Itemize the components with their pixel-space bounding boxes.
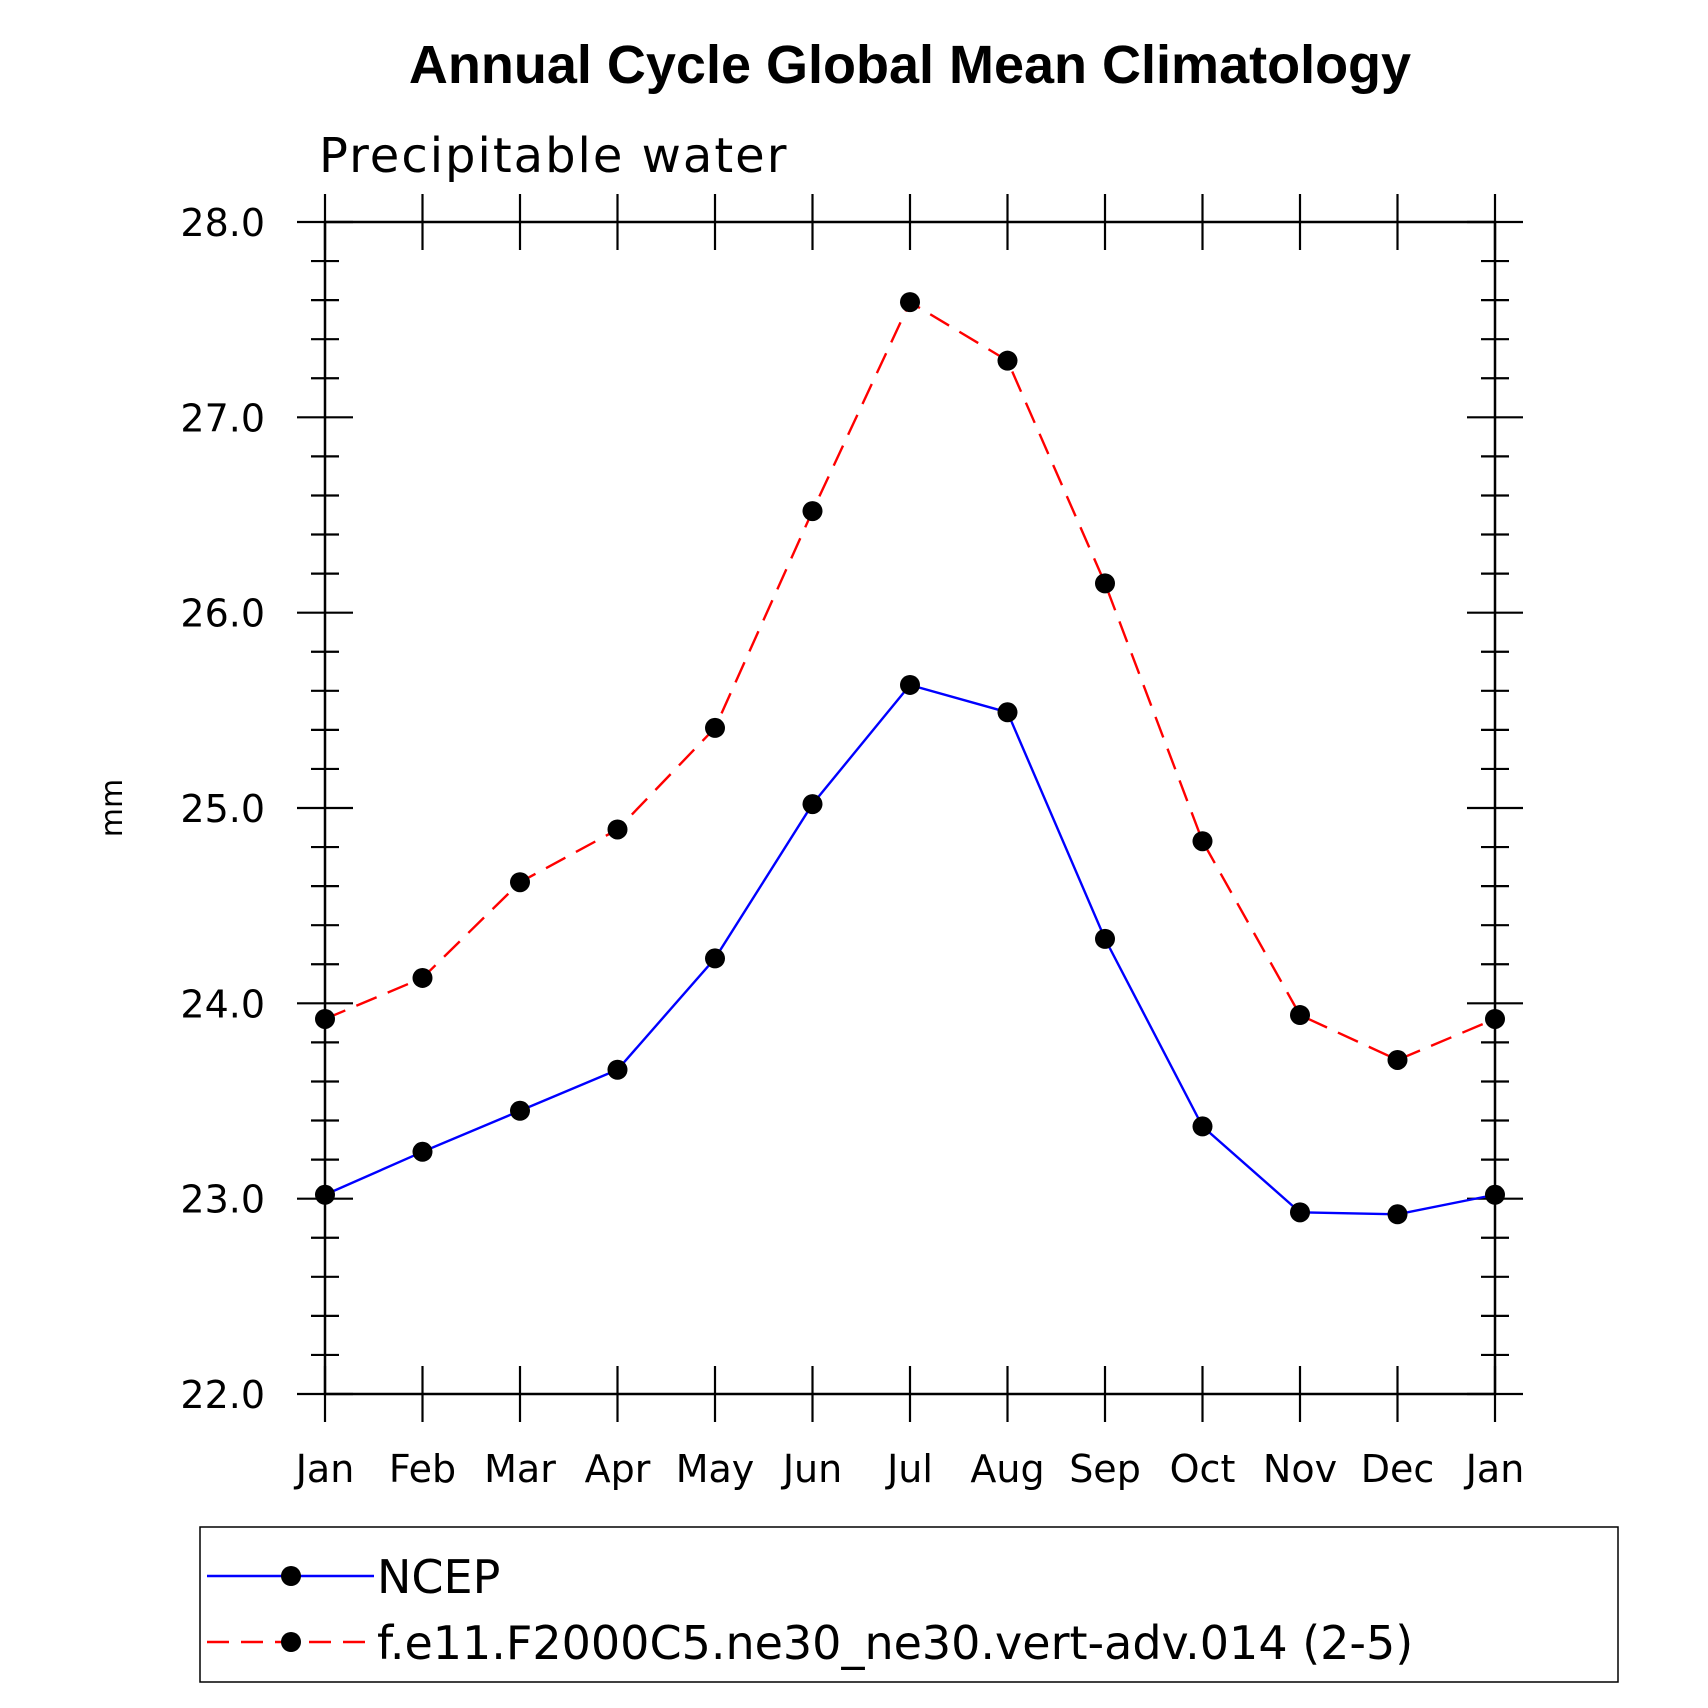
y-tick-label: 28.0 xyxy=(180,201,265,245)
series-2-point xyxy=(412,967,433,988)
legend-marker-1 xyxy=(281,1566,301,1586)
series-1-point xyxy=(1095,928,1115,949)
series-1-point xyxy=(1290,1202,1310,1223)
y-tick-label: 24.0 xyxy=(180,982,265,1026)
y-tick-label: 25.0 xyxy=(180,787,265,831)
x-tick-label: Sep xyxy=(1069,1447,1141,1491)
x-tick-labels: Jan Feb Mar Apr May Jun Jul Aug Sep Oct Nov Dec Jan xyxy=(294,1447,1525,1491)
legend-marker-2 xyxy=(281,1632,301,1652)
x-tick-label: Oct xyxy=(1170,1447,1236,1491)
x-tick-label: Aug xyxy=(970,1447,1044,1491)
series-2-point xyxy=(510,872,530,893)
chart-subtitle: Precipitable water xyxy=(319,128,788,184)
y-tick-labels: 22.0 23.0 24.0 25.0 26.0 27.0 28.0 xyxy=(180,201,265,1417)
series-2-point xyxy=(1485,1008,1505,1029)
series-line-1 xyxy=(324,683,1496,1216)
series-2-point xyxy=(900,292,920,313)
series-2-point xyxy=(1387,1049,1408,1070)
x-tick-label: Mar xyxy=(484,1447,556,1491)
series-2-point xyxy=(1095,573,1115,594)
x-tick-label: Jul xyxy=(885,1447,933,1491)
plot-frame xyxy=(323,220,1497,1396)
x-tick-label: Dec xyxy=(1361,1447,1435,1491)
series-1-point xyxy=(1485,1184,1505,1205)
x-tick-label: Jun xyxy=(781,1447,842,1491)
x-tick-label: Apr xyxy=(585,1447,651,1491)
series-1-point xyxy=(705,948,725,969)
x-tick-label: Nov xyxy=(1263,1447,1337,1491)
x-tick-label: Jan xyxy=(294,1447,355,1491)
y-axis-label: mm xyxy=(95,779,130,837)
x-tick-label: Jan xyxy=(1464,1447,1525,1491)
y-tick-label: 27.0 xyxy=(180,396,265,440)
series-1-point xyxy=(900,674,920,695)
series-1-point xyxy=(1387,1204,1408,1225)
series-2-point xyxy=(997,350,1018,371)
series-2-point xyxy=(315,1008,335,1029)
legend-label-1: NCEP xyxy=(377,1550,500,1604)
x-tick-label: Feb xyxy=(389,1447,456,1491)
series-layer xyxy=(315,292,1505,1225)
x-tick-label: May xyxy=(676,1447,755,1491)
axis-ticks xyxy=(297,194,1523,1422)
series-2-point xyxy=(607,819,628,840)
series-2-point xyxy=(705,717,725,738)
y-tick-label: 26.0 xyxy=(180,592,265,636)
series-2-point xyxy=(1290,1005,1310,1026)
legend: NCEP f.e11.F2000C5.ne30_ne30.vert-adv.014… xyxy=(207,1550,1413,1670)
series-1-point xyxy=(315,1184,335,1205)
series-2-point xyxy=(802,501,823,522)
legend-label-2: f.e11.F2000C5.ne30_ne30.vert-adv.014 (2-… xyxy=(377,1616,1413,1670)
series-1-point xyxy=(1192,1116,1213,1137)
series-1-point xyxy=(997,702,1018,723)
y-tick-label: 23.0 xyxy=(180,1178,265,1222)
series-1-point xyxy=(802,794,823,815)
chart-title: Annual Cycle Global Mean Climatology xyxy=(409,35,1411,95)
series-1-point xyxy=(607,1059,628,1080)
y-tick-label: 22.0 xyxy=(180,1373,265,1417)
series-1-point xyxy=(510,1100,530,1121)
legend-box xyxy=(199,1526,1619,1683)
series-1-point xyxy=(412,1141,433,1162)
series-2-point xyxy=(1192,831,1213,852)
